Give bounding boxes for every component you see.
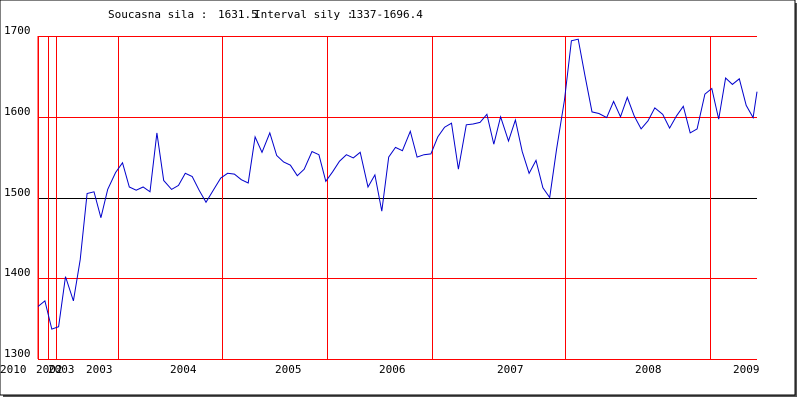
y-tick-label-1600: 1600 bbox=[4, 105, 31, 118]
y-axis-ticks: 1300 1400 1500 1600 1700 bbox=[4, 24, 31, 360]
x-tick-label-2: 2003 bbox=[86, 363, 113, 376]
x-tick-label-1: 2003 bbox=[48, 363, 75, 376]
series-layer bbox=[37, 38, 758, 330]
x-tick-label-8: 2009 bbox=[733, 363, 760, 376]
x-tick-label-4: 2005 bbox=[275, 363, 302, 376]
y-tick-label-1300: 1300 bbox=[4, 347, 31, 360]
x-tick-label-6: 2007 bbox=[497, 363, 524, 376]
y-tick-label-1500: 1500 bbox=[4, 186, 31, 199]
x-tick-label-5: 2006 bbox=[379, 363, 406, 376]
series-line-0 bbox=[37, 38, 758, 330]
force-interval-value: 1337-1696.4 bbox=[350, 8, 423, 21]
x-tick-label-7: 2008 bbox=[635, 363, 662, 376]
y-tick-label-1700: 1700 bbox=[4, 24, 31, 37]
x-tick-label-0: 2002 bbox=[36, 363, 63, 376]
current-force-value: 1631.5 bbox=[218, 8, 258, 21]
y-tick-label-1400: 1400 bbox=[4, 266, 31, 279]
force-interval-label: Interval sily : bbox=[254, 8, 353, 21]
grid bbox=[37, 36, 757, 360]
x-tick-label-9: 2010 bbox=[0, 363, 27, 376]
x-tick-label-3: 2004 bbox=[170, 363, 197, 376]
current-force-label: Soucasna sila : bbox=[108, 8, 207, 21]
